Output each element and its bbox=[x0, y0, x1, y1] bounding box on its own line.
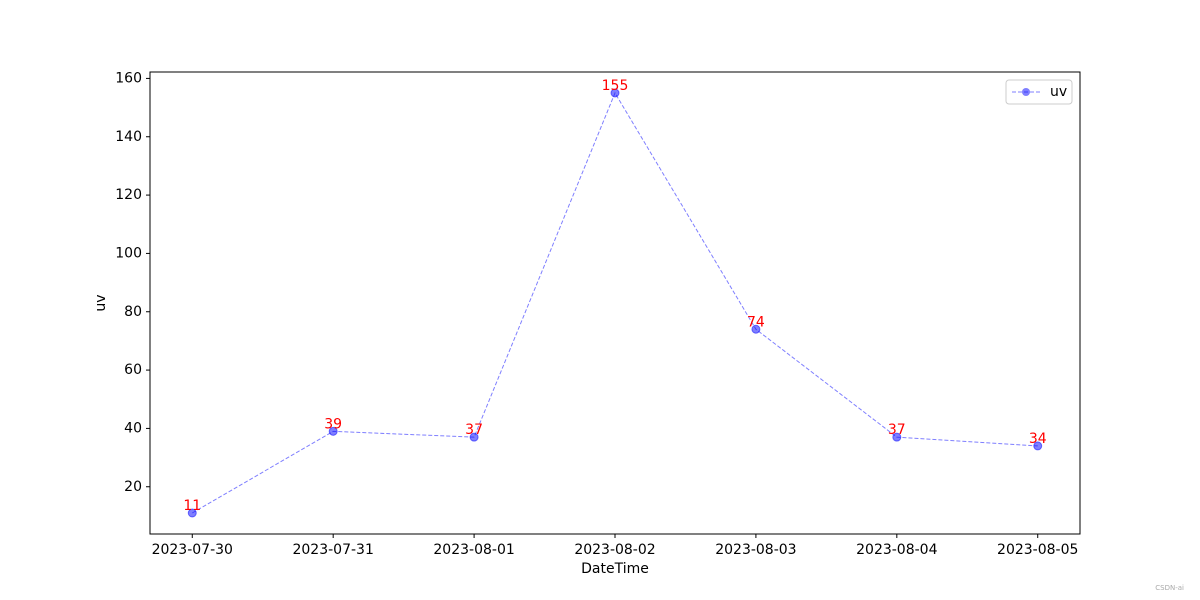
x-tick-label: 2023-08-03 bbox=[715, 542, 796, 558]
data-label: 39 bbox=[324, 416, 342, 432]
data-label: 11 bbox=[183, 498, 201, 514]
data-label: 155 bbox=[602, 78, 629, 94]
data-label: 37 bbox=[465, 422, 483, 438]
legend-marker bbox=[1022, 88, 1030, 96]
x-tick-label: 2023-07-31 bbox=[292, 542, 373, 558]
watermark: CSDN-ai bbox=[1155, 584, 1184, 592]
y-tick-label: 40 bbox=[124, 420, 142, 436]
data-line bbox=[192, 91, 1038, 514]
y-tick-label: 80 bbox=[124, 304, 142, 320]
data-point bbox=[610, 88, 620, 98]
x-axis-label: DateTime bbox=[581, 561, 649, 577]
data-point bbox=[469, 432, 479, 442]
x-tick-label: 2023-07-30 bbox=[152, 542, 233, 558]
y-tick-label: 20 bbox=[124, 479, 142, 495]
y-tick-label: 140 bbox=[115, 129, 142, 145]
data-point bbox=[187, 508, 197, 518]
y-axis-label: uv bbox=[93, 294, 109, 311]
data-label: 74 bbox=[747, 314, 765, 330]
legend-label: uv bbox=[1050, 84, 1067, 100]
x-tick-label: 2023-08-05 bbox=[997, 542, 1078, 558]
y-tick-label: 60 bbox=[124, 362, 142, 378]
plot-frame bbox=[149, 71, 1081, 535]
data-label: 37 bbox=[888, 422, 906, 438]
data-label: 34 bbox=[1029, 431, 1047, 447]
data-point bbox=[1033, 441, 1043, 451]
x-tick-label: 2023-08-02 bbox=[574, 542, 655, 558]
y-tick-label: 100 bbox=[115, 245, 142, 261]
y-tick-label: 160 bbox=[115, 70, 142, 86]
y-tick-label: 120 bbox=[115, 187, 142, 203]
x-tick-label: 2023-08-04 bbox=[856, 542, 937, 558]
data-point bbox=[892, 432, 902, 442]
x-tick-label: 2023-08-01 bbox=[433, 542, 514, 558]
data-point bbox=[328, 426, 338, 436]
data-point bbox=[751, 324, 761, 334]
